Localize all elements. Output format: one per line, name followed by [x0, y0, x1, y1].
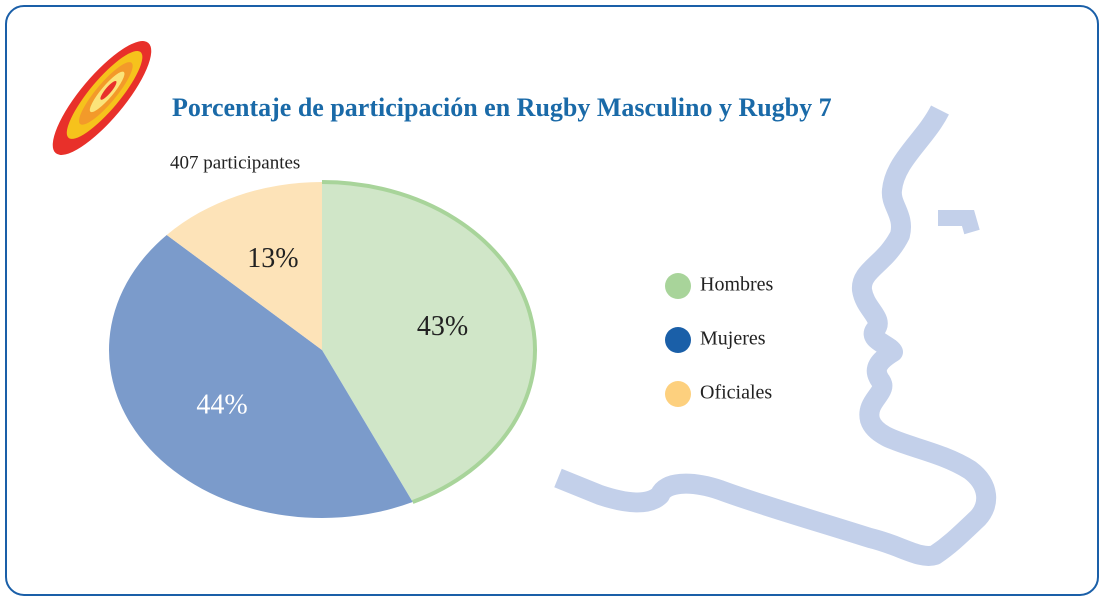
legend-label: Mujeres: [700, 328, 766, 350]
chart-title: Porcentaje de participación en Rugby Mas…: [172, 93, 832, 122]
chart: Porcentaje de participación en Rugby Mas…: [0, 0, 1104, 601]
legend-swatch: [665, 273, 691, 299]
data-label: 13%: [247, 243, 298, 274]
legend: Hombres Mujeres Oficiales: [665, 273, 774, 407]
legend-swatch: [665, 327, 691, 353]
legend-label: Oficiales: [700, 382, 772, 404]
data-label: 43%: [417, 311, 468, 342]
chart-subtitle: 407 participantes: [170, 152, 300, 173]
legend-swatch: [665, 381, 691, 407]
pie: 43% 44% 13%: [109, 182, 535, 518]
legend-label: Hombres: [700, 274, 774, 296]
data-label: 44%: [196, 390, 247, 421]
